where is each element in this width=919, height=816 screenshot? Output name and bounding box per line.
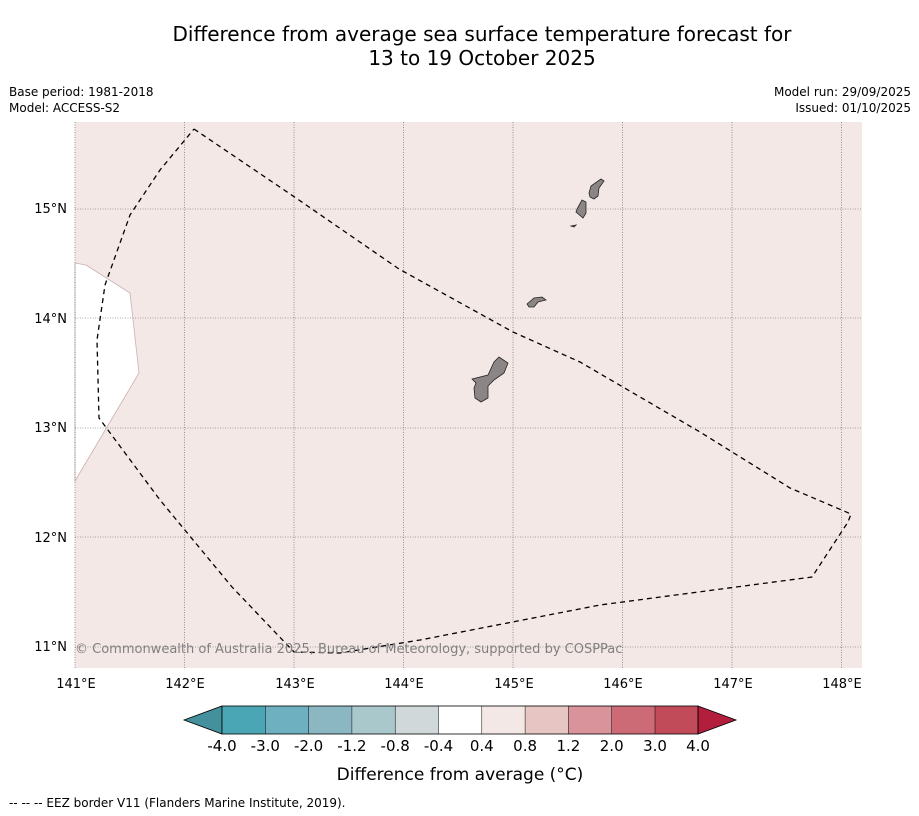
colorbar-frame [221,705,699,735]
colorbar-bin [351,706,396,734]
colorbar-tick: 3.0 [643,737,667,755]
lon-label: 147°E [713,677,753,692]
colorbar-tick: 2.0 [600,737,624,755]
aguijan-island [569,224,578,228]
lat-label: 15°N [34,202,67,217]
colorbar-tick: 0.4 [470,737,494,755]
lat-label: 13°N [34,421,67,436]
lon-label: 148°E [822,677,862,692]
base-period-text: Base period: 1981-2018 [9,85,154,99]
model-run-text: Model run: 29/09/2025 [773,85,911,99]
lat-label: 11°N [34,640,67,655]
colorbar-tick-labels: -4.0 -3.0 -2.0 -1.2 -0.8 -0.4 0.4 0.8 1.… [207,737,710,755]
map-panel: © Commonwealth of Australia 2025, Bureau… [74,122,862,668]
issued-text: Issued: 01/10/2025 [795,101,911,115]
lon-labels: 141°E 142°E 143°E 144°E 145°E 146°E 147°… [56,677,862,692]
colorbar-bin [395,706,439,734]
model-info: Base period: 1981-2018 Model: ACCESS-S2 [9,84,154,116]
colorbar-bin [525,706,569,734]
ocean-fill [75,122,862,668]
guam-island [471,356,509,403]
colorbar-title: Difference from average (°C) [337,765,584,785]
eez-border [96,128,852,654]
colorbar: -4.0 -3.0 -2.0 -1.2 -0.8 -0.4 0.4 0.8 1.… [182,705,738,785]
colorbar-bin [568,706,612,734]
copyright-text: © Commonwealth of Australia 2025, Bureau… [75,642,622,657]
rota-island [526,296,547,308]
lon-label: 144°E [384,677,424,692]
colorbar-tick: -2.0 [294,737,323,755]
colorbar-min-arrow [182,705,223,735]
lat-label: 12°N [34,531,67,546]
colorbar-tick: -4.0 [207,737,236,755]
colorbar-tick: -0.8 [381,737,410,755]
saipan-island [588,178,605,200]
colorbar-dividers [265,706,656,734]
lon-label: 141°E [56,677,96,692]
colorbar-bin [308,706,352,734]
tinian-island [575,199,587,219]
lon-label: 143°E [275,677,315,692]
run-info: Model run: 29/09/2025 Issued: 01/10/2025 [774,84,911,116]
title-line-1: Difference from average sea surface temp… [172,22,792,46]
colorbar-tick: 1.2 [556,737,580,755]
lon-label: 145°E [494,677,534,692]
colorbar-bin [481,706,526,734]
colorbar-tick: -3.0 [251,737,280,755]
colorbar-bin [222,706,266,734]
colorbar-max-arrow [697,705,738,735]
colorbar-bin [655,706,698,734]
eez-legend: -- -- -- EEZ border V11 (Flanders Marine… [9,796,346,810]
map-title: Difference from average sea surface temp… [0,22,919,70]
title-line-2: 13 to 19 October 2025 [368,46,596,70]
colorbar-tick: -1.2 [337,737,366,755]
lat-labels: 15°N 14°N 13°N 12°N 11°N [34,202,67,655]
colorbar-tick: 4.0 [686,737,710,755]
model-text: Model: ACCESS-S2 [9,101,121,115]
colorbar-bin [611,706,655,734]
lon-label: 146°E [603,677,643,692]
colorbar-tick: -0.4 [424,737,453,755]
colorbar-bin [265,706,309,734]
islands [471,178,605,403]
gridlines [74,122,862,668]
lat-label: 14°N [34,312,67,327]
colorbar-bin [438,706,482,734]
colorbar-tick: 0.8 [513,737,537,755]
lon-label: 142°E [165,677,205,692]
